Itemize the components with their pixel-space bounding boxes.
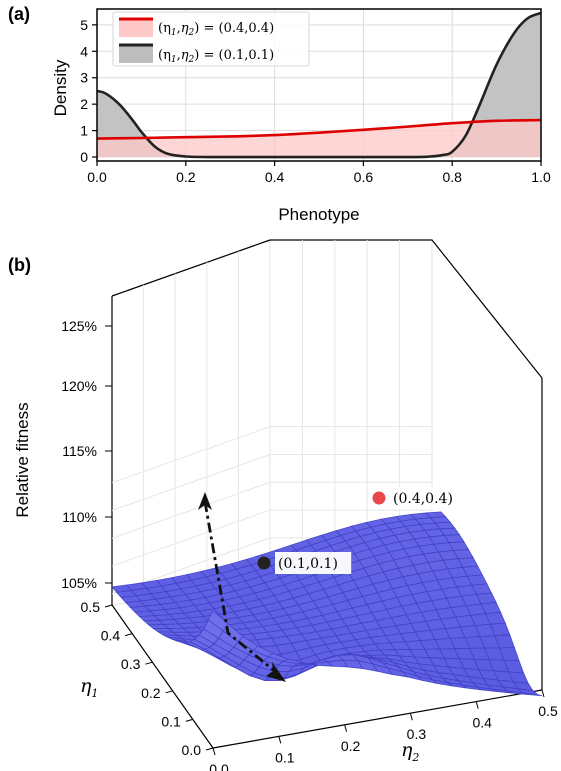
legend-swatch-red: [119, 19, 153, 37]
eta1-tick-label: 0.5: [81, 599, 101, 615]
eta1-tick-label: 0.2: [141, 685, 161, 701]
density-x-ticks: 0.0 0.2 0.4 0.6 0.8 1.0: [87, 161, 551, 185]
eta2-tick-label: 0.1: [275, 749, 295, 765]
point-label: (0.1,0.1): [278, 556, 338, 572]
density-area-red: [97, 120, 541, 158]
back-grid-line: [111, 481, 271, 539]
panel-a-label: (a): [8, 4, 30, 24]
svg-text:(η1,η2) = (0.4,0.4): (η1,η2) = (0.4,0.4): [158, 21, 274, 38]
density-plot-frame: [96, 8, 542, 162]
eta2-tick-mark: [278, 736, 282, 744]
eta2-tick-mark: [212, 747, 216, 756]
point-label-bg: [275, 552, 352, 574]
eta1-tick-mark: [185, 718, 193, 722]
density-x-tick-label: 0.0: [87, 169, 107, 185]
eta1-tick-label: 0.1: [161, 713, 181, 729]
z-tick-label: 115%: [62, 443, 97, 459]
eta2-tick-mark: [541, 689, 545, 698]
eta1-tick-mark: [104, 604, 113, 608]
eta2-tick-mark: [475, 701, 479, 709]
surface-points: (0.1,0.1) (0.4,0.4): [257, 487, 467, 574]
box-bottom-right-edge: [212, 689, 543, 749]
surface-point: [257, 556, 271, 570]
density-legend: (η1,η2) = (0.4,0.4) (η1,η2) = (0.1,0.1): [112, 11, 310, 67]
legend-swatch-gray: [119, 45, 153, 63]
fitness-surface-chart: (0.1,0.1)(0.4,0.4) 105%110%115%120%125% …: [13, 239, 558, 771]
surface-point: [372, 491, 386, 505]
density-y-tick-label: 5: [80, 17, 88, 33]
z-tick-label: 125%: [61, 318, 97, 334]
panel-b-label: (b): [8, 255, 31, 275]
legend-label-black: (η1,η2) = (0.1,0.1): [158, 48, 274, 65]
trajectory-path: [203, 501, 278, 675]
trajectory-arrowhead-up: [198, 492, 212, 510]
svg-text:(η1,η2) = (0.1,0.1): (η1,η2) = (0.1,0.1): [158, 48, 274, 65]
density-x-tick-label: 0.8: [442, 169, 462, 185]
density-x-tick-label: 0.4: [265, 169, 285, 185]
eta1-tick-label: 0.3: [121, 656, 141, 672]
eta1-tick-label: 0.4: [101, 628, 121, 644]
eta1-tick-mark: [145, 661, 153, 665]
eta2-axis-title: η2: [401, 739, 419, 764]
box-top-edge-right: [270, 239, 543, 379]
back-grid-line: [111, 426, 271, 484]
density-y-tick-label: 4: [80, 43, 88, 59]
back-grid-line: [111, 454, 271, 511]
surface-patch: [522, 692, 543, 697]
density-areas: [97, 12, 541, 158]
box-back-left-pane: [111, 239, 271, 606]
eta1-tick-mark: [205, 747, 214, 751]
eta2-tick-label: 0.5: [538, 703, 558, 719]
eta1-ticks: 0.00.10.20.30.40.5: [81, 599, 214, 758]
density-y-axis-title: Density: [51, 59, 70, 116]
z-tick-label: 120%: [61, 378, 97, 394]
legend-label-red-text: (η: [158, 21, 171, 36]
density-chart: 0.0 0.2 0.4 0.6 0.8 1.0 0 1 2 3 4 5 Phenotype Dens…: [51, 8, 551, 224]
trajectory-arrowhead-down: [266, 662, 286, 682]
density-x-tick-label: 0.6: [354, 169, 374, 185]
eta2-tick-label: 0.3: [407, 726, 427, 742]
legend-label-black-text: (η: [158, 48, 171, 63]
point-label: (0.4,0.4): [393, 491, 453, 507]
fitness-z-axis-title: Relative fitness: [13, 402, 32, 517]
density-y-ticks: 0 1 2 3 4 5: [80, 17, 97, 165]
density-lines: [96, 11, 542, 159]
eta2-tick-mark: [344, 724, 348, 732]
z-tick-label: 105%: [61, 575, 97, 591]
point-label-bg: [390, 487, 467, 509]
eta1-axis-title: η1: [80, 675, 98, 700]
density-y-tick-label: 1: [80, 123, 88, 139]
z-tick-label: 110%: [62, 509, 97, 525]
eta2-tick-label: 0.2: [341, 738, 361, 754]
box-bottom-left-edge: [111, 604, 214, 749]
eta1-tick-label: 0.0: [182, 742, 202, 758]
density-y-tick-label: 3: [80, 70, 88, 86]
eta2-tick-label: 0.0: [209, 761, 229, 771]
density-x-axis-title: Phenotype: [278, 205, 359, 224]
density-x-tick-label: 1.0: [531, 169, 551, 185]
density-x-tick-label: 0.2: [176, 169, 196, 185]
back-grid-line: [111, 509, 271, 567]
density-y-tick-label: 0: [80, 149, 88, 165]
eta1-tick-mark: [125, 633, 133, 637]
box-top-edge-left: [111, 239, 271, 297]
legend-label-red: (η1,η2) = (0.4,0.4): [158, 21, 274, 38]
legend-box: [112, 11, 310, 67]
density-y-tick-label: 2: [80, 96, 88, 112]
surface-back-grid: [111, 240, 432, 600]
eta2-ticks: 0.0 0.1 0.2 0.3 0.4 0.5: [209, 689, 558, 771]
eta1-tick-mark: [165, 690, 173, 694]
density-line-red: [96, 118, 542, 140]
density-line-black: [96, 11, 542, 159]
fitness-surface: [111, 511, 543, 697]
eta2-tick-label: 0.4: [472, 715, 492, 731]
fitness-z-ticks: 105% 110% 115% 120% 125%: [61, 318, 112, 591]
eta2-tick-mark: [409, 713, 413, 721]
trajectory-arrow: [198, 492, 286, 682]
